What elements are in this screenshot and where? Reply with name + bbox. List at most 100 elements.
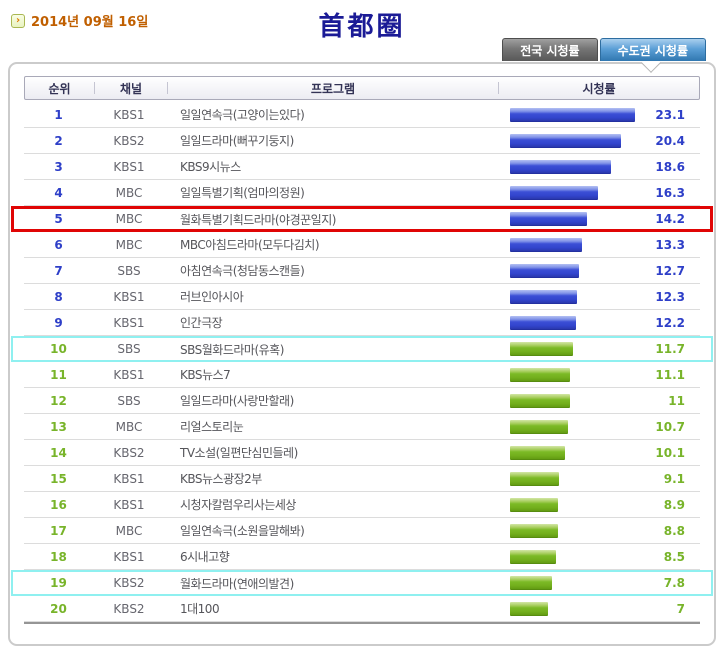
program-cell: TV소설(일편단심민들레) <box>180 446 298 460</box>
rating-value: 12.2 <box>655 315 685 330</box>
rating-value: 12.7 <box>655 263 685 278</box>
channel-cell: KBS1 <box>113 289 145 304</box>
rank-cell: 18 <box>50 549 67 564</box>
rank-cell: 16 <box>50 497 67 512</box>
rating-bar <box>510 342 573 356</box>
rating-cell: 10.1 <box>500 440 700 465</box>
table-row: 7 SBS 아침연속극(청담동스캔들) 12.7 <box>24 258 700 284</box>
tab-national-ratings[interactable]: 전국 시청률 <box>502 38 598 61</box>
program-cell: 월화특별기획드라마(야경꾼일지) <box>180 212 336 227</box>
rating-cell: 13.3 <box>500 232 700 257</box>
program-cell: MBC아침드라마(모두다김치) <box>180 238 320 252</box>
rating-value: 18.6 <box>655 159 685 174</box>
channel-cell: KBS1 <box>113 471 145 486</box>
rank-cell: 17 <box>50 523 67 538</box>
table-row: 18 KBS1 6시내고향 8.5 <box>24 544 700 570</box>
rating-bar <box>510 445 565 460</box>
rating-value: 7.8 <box>663 576 685 590</box>
rating-bar <box>510 419 568 434</box>
program-cell: 6시내고향 <box>180 550 230 564</box>
rating-bar <box>510 549 556 564</box>
program-cell: KBS9시뉴스 <box>180 160 241 174</box>
header-divider <box>167 82 168 94</box>
rating-cell: 20.4 <box>500 128 700 153</box>
program-cell: 월화드라마(연애의발견) <box>180 576 294 591</box>
rating-bar <box>510 212 587 226</box>
program-cell: 일일연속극(소원을말해봐) <box>180 524 305 538</box>
table-row: 2 KBS2 일일드라마(뻐꾸기둥지) 20.4 <box>24 128 700 154</box>
rank-cell: 8 <box>54 289 63 304</box>
channel-cell: MBC <box>115 185 143 200</box>
rating-cell: 10.7 <box>500 414 700 439</box>
rank-cell: 20 <box>50 601 67 616</box>
rating-value: 8.9 <box>663 497 685 512</box>
channel-cell: MBC <box>115 523 143 538</box>
rating-value: 11.7 <box>655 342 685 356</box>
arrow-bullet-icon: › <box>11 13 25 28</box>
program-cell: 러브인아시아 <box>180 290 244 304</box>
rank-cell: 5 <box>54 212 63 226</box>
header-channel: 채널 <box>119 81 143 96</box>
rating-value: 23.1 <box>655 107 685 122</box>
tab-metropolitan-ratings[interactable]: 수도권 시청률 <box>599 38 706 61</box>
table-row: 9 KBS1 인간극장 12.2 <box>24 310 700 336</box>
rating-cell: 9.1 <box>500 466 700 491</box>
channel-cell: KBS1 <box>113 315 145 330</box>
rating-value: 11 <box>668 393 685 408</box>
program-cell: SBS월화드라마(유혹) <box>180 342 284 357</box>
rank-cell: 6 <box>54 237 63 252</box>
header-rank: 순위 <box>48 81 71 96</box>
channel-cell: KBS1 <box>113 159 145 174</box>
rating-bar <box>510 523 558 538</box>
rank-cell: 14 <box>50 445 67 460</box>
table-row: 5 MBC 월화특별기획드라마(야경꾼일지) 14.2 <box>11 206 713 232</box>
rating-value: 7 <box>676 601 685 616</box>
channel-cell: KBS1 <box>113 367 145 382</box>
channel-cell: KBS2 <box>113 445 145 460</box>
rank-cell: 12 <box>50 393 67 408</box>
rating-value: 9.1 <box>663 471 685 486</box>
table-row: 10 SBS SBS월화드라마(유혹) 11.7 <box>11 336 713 362</box>
rating-cell: 8.8 <box>500 518 700 543</box>
program-cell: 아침연속극(청담동스캔들) <box>180 264 305 278</box>
rating-bar <box>510 471 559 486</box>
rating-cell: 8.9 <box>500 492 700 517</box>
rating-cell: 8.5 <box>500 544 700 569</box>
channel-cell: KBS2 <box>113 576 145 590</box>
program-cell: 일일드라마(사랑만할래) <box>180 394 294 408</box>
channel-cell: SBS <box>117 342 141 356</box>
rank-cell: 4 <box>54 185 63 200</box>
rating-bar <box>510 601 548 616</box>
channel-cell: KBS2 <box>113 133 145 148</box>
table-row: 13 MBC 리얼스토리눈 10.7 <box>24 414 700 440</box>
channel-cell: MBC <box>115 237 143 252</box>
rank-cell: 7 <box>54 263 63 278</box>
rating-value: 20.4 <box>655 133 685 148</box>
table-row: 16 KBS1 시청자칼럼우리사는세상 8.9 <box>24 492 700 518</box>
table-rows: 1 KBS1 일일연속극(고양이는있다) 23.1 2 KBS2 일일드라마(뻐… <box>11 102 713 624</box>
rating-cell: 11.7 <box>500 338 700 360</box>
table-row: 6 MBC MBC아침드라마(모두다김치) 13.3 <box>24 232 700 258</box>
rating-value: 13.3 <box>655 237 685 252</box>
rank-cell: 2 <box>54 133 63 148</box>
channel-cell: KBS2 <box>113 601 145 616</box>
rating-cell: 18.6 <box>500 154 700 179</box>
rating-cell: 12.2 <box>500 310 700 335</box>
rating-bar <box>510 185 598 200</box>
header-rating: 시청률 <box>582 81 616 96</box>
ratings-panel: 순위 채널 프로그램 시청률 1 KBS1 일일연속극(고양이는있다) 23.1… <box>8 53 716 646</box>
program-cell: 일일드라마(뻐꾸기둥지) <box>180 134 294 148</box>
table-row: 15 KBS1 KBS뉴스광장2부 9.1 <box>24 466 700 492</box>
table-row: 14 KBS2 TV소설(일편단심민들레) 10.1 <box>24 440 700 466</box>
program-cell: KBS뉴스7 <box>180 368 231 382</box>
rating-value: 8.5 <box>663 549 685 564</box>
tab-bar: 전국 시청률 수도권 시청률 <box>502 38 706 61</box>
rating-bar <box>510 393 570 408</box>
rating-value: 10.1 <box>655 445 685 460</box>
header-program: 프로그램 <box>310 81 356 96</box>
rating-bar <box>510 315 576 330</box>
rating-bar <box>510 237 582 252</box>
program-cell: 일일연속극(고양이는있다) <box>180 108 305 122</box>
rating-value: 14.2 <box>655 212 685 226</box>
table-row: 19 KBS2 월화드라마(연애의발견) 7.8 <box>11 570 713 596</box>
